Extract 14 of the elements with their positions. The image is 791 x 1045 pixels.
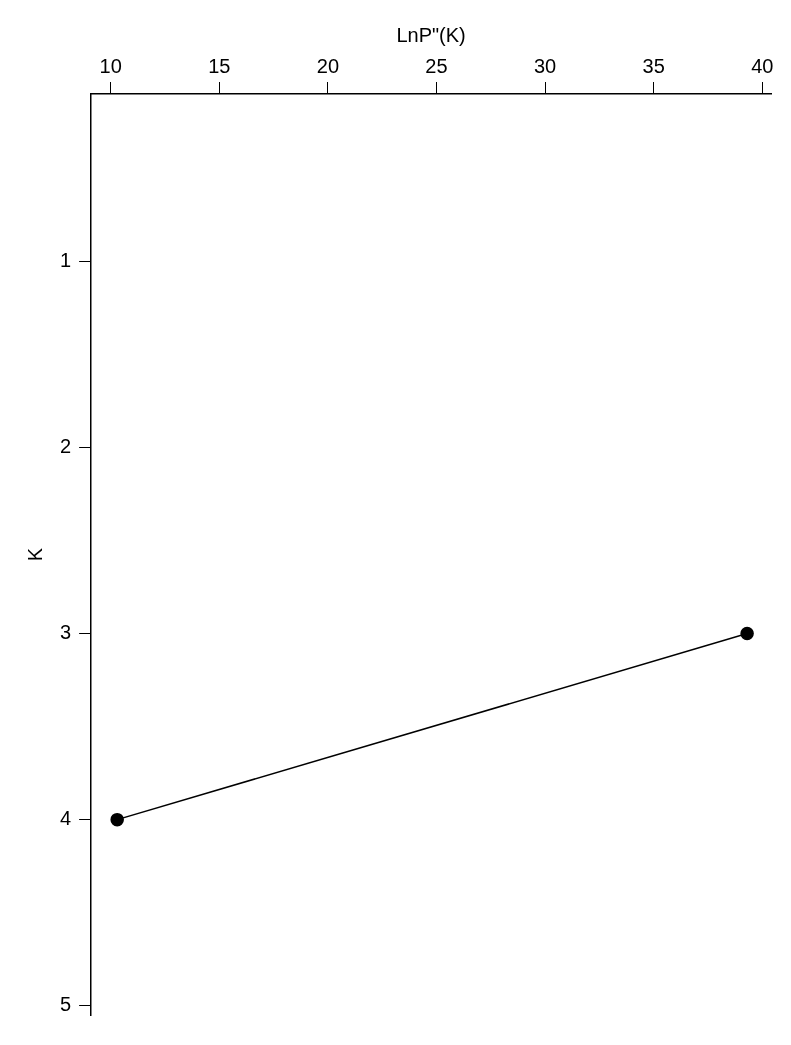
y-tick-label: 2 [60, 435, 72, 458]
x-tick-label: 40 [751, 54, 774, 77]
y-axis-title: K [23, 547, 46, 562]
y-tick-label: 3 [60, 621, 72, 644]
x-tick-label: 30 [533, 54, 557, 77]
y-tick-label: 4 [60, 807, 72, 830]
x-tick-label: 25 [425, 54, 448, 77]
y-tick-label: 1 [60, 248, 72, 271]
x-tick-label: 15 [208, 54, 231, 77]
x-tick-label: 10 [99, 54, 122, 77]
x-axis-title: LnP"(K) [396, 23, 466, 46]
x-tick-label: 20 [316, 54, 340, 77]
x-tick-label: 35 [642, 54, 665, 77]
y-tick-label: 5 [60, 993, 72, 1016]
